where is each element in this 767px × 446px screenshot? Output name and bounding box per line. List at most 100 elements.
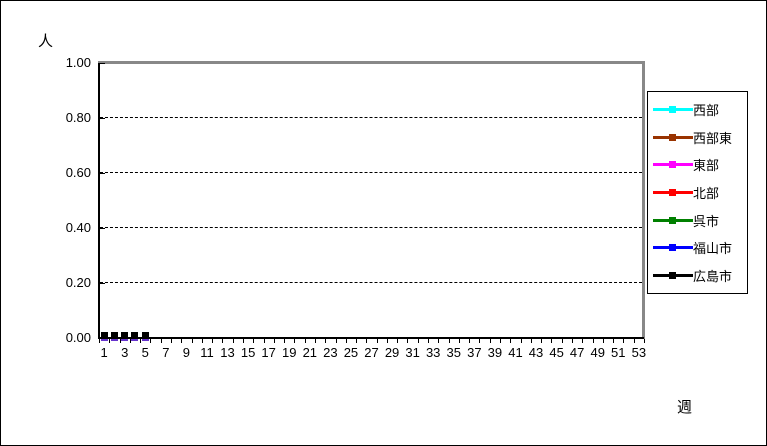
x-tick-label: 25 (343, 345, 359, 360)
x-tick-mark (222, 339, 224, 343)
x-tick-label: 15 (240, 345, 256, 360)
x-tick-mark (458, 339, 460, 343)
x-tick-mark (469, 339, 471, 343)
legend-label: 西部東 (693, 130, 733, 146)
gridline (100, 227, 642, 228)
x-tick-label: 37 (467, 345, 482, 360)
x-tick-label: 13 (220, 345, 235, 360)
x-tick-mark (602, 339, 604, 343)
x-tick-label: 39 (487, 345, 503, 360)
x-axis-line (98, 337, 644, 339)
y-tick-label: 1.00 (65, 55, 91, 70)
x-tick-mark (170, 339, 172, 343)
legend-line-sample (653, 161, 693, 169)
x-tick-mark (592, 339, 594, 343)
x-tick-mark (438, 339, 440, 343)
y-tick-label: 0.40 (65, 220, 91, 235)
x-tick-mark (140, 339, 142, 343)
legend-entry: 呉市 (653, 209, 747, 231)
x-tick-mark (397, 339, 399, 343)
x-tick-label: 17 (261, 345, 276, 360)
x-tick-mark (212, 339, 214, 343)
x-tick-mark (541, 339, 543, 343)
x-tick-mark (572, 339, 574, 343)
legend-entry: 広島市 (653, 264, 747, 286)
y-tick-mark (100, 283, 105, 284)
x-tick-mark (633, 339, 635, 343)
legend-label: 東部 (693, 158, 720, 174)
x-tick-mark (448, 339, 450, 343)
legend-line-sample (653, 133, 693, 141)
x-axis-title: 週 (677, 399, 693, 416)
x-tick-mark (644, 339, 645, 343)
legend-line-sample (653, 244, 693, 252)
plot-border-right (642, 61, 645, 339)
legend-label: 北部 (693, 185, 720, 201)
x-tick-mark (417, 339, 419, 343)
x-tick-label: 7 (162, 345, 170, 360)
legend-marker-sample (669, 106, 676, 114)
gridline (100, 117, 642, 118)
x-tick-mark (530, 339, 532, 343)
gridline (100, 282, 642, 283)
y-tick-mark (100, 228, 105, 229)
x-tick-mark (253, 339, 255, 343)
y-tick-label: 0.00 (65, 330, 91, 345)
x-tick-mark (284, 339, 286, 343)
y-axis-line (98, 63, 100, 338)
x-tick-label: 33 (425, 345, 441, 360)
data-point-marker (131, 332, 139, 339)
x-tick-mark (500, 339, 502, 343)
plot-area (99, 63, 644, 338)
legend-entry: 福山市 (653, 237, 747, 259)
y-axis-title: 人 (38, 33, 54, 50)
y-tick-mark (100, 173, 105, 174)
x-tick-label: 27 (364, 345, 379, 360)
x-tick-label: 31 (405, 345, 420, 360)
data-point-marker (100, 332, 108, 339)
legend-entry: 西部 (653, 99, 747, 121)
x-tick-label: 41 (508, 345, 523, 360)
x-tick-mark (510, 339, 512, 343)
x-tick-label: 47 (569, 345, 585, 360)
x-tick-mark (129, 339, 131, 343)
x-tick-mark (314, 339, 316, 343)
y-tick-mark (100, 118, 105, 119)
plot-border-top (98, 61, 645, 64)
x-tick-mark (201, 339, 203, 343)
x-tick-mark (232, 339, 234, 343)
legend-marker-sample (669, 188, 676, 196)
x-tick-label: 21 (302, 345, 318, 360)
y-tick-mark (100, 63, 105, 64)
y-tick-label: 0.60 (65, 165, 91, 180)
x-tick-mark (119, 339, 121, 343)
x-tick-label: 19 (282, 345, 297, 360)
x-tick-mark (181, 339, 183, 343)
data-point-marker (121, 332, 129, 339)
y-tick-label: 0.80 (65, 110, 91, 125)
x-tick-mark (304, 339, 306, 343)
x-tick-mark (376, 339, 378, 343)
x-tick-mark (582, 339, 584, 343)
x-tick-mark (335, 339, 337, 343)
x-tick-mark (407, 339, 409, 343)
x-tick-mark (623, 339, 625, 343)
legend-marker-sample (669, 216, 676, 224)
legend-marker-sample (669, 271, 676, 279)
x-tick-mark (356, 339, 358, 343)
legend-marker-sample (669, 133, 676, 141)
legend-line-sample (653, 271, 693, 279)
x-tick-mark (551, 339, 553, 343)
x-tick-label: 49 (590, 345, 605, 360)
x-tick-mark (613, 339, 615, 343)
legend: 西部西部東東部北部呉市福山市広島市 (647, 91, 748, 294)
x-tick-label: 23 (323, 345, 338, 360)
y-tick-label: 0.20 (65, 275, 91, 290)
x-tick-mark (273, 339, 275, 343)
x-tick-label: 5 (141, 345, 149, 360)
x-tick-mark (191, 339, 193, 343)
legend-line-sample (653, 188, 693, 196)
x-tick-label: 9 (182, 345, 190, 360)
x-tick-mark (386, 339, 388, 343)
legend-entry: 北部 (653, 181, 747, 203)
